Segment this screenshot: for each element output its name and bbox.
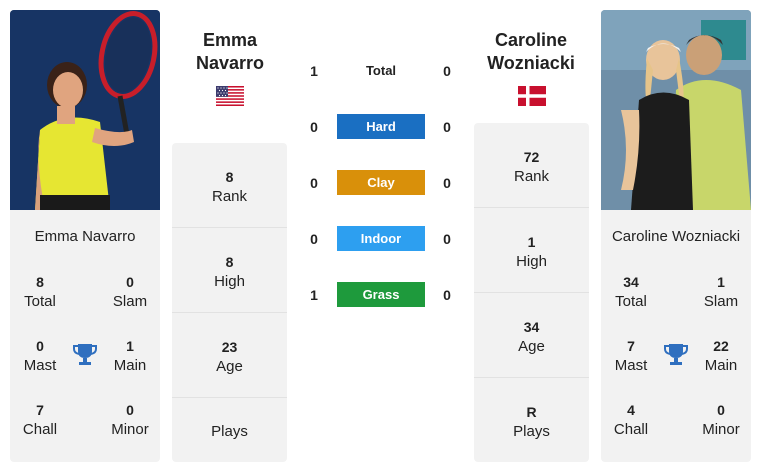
player2-card: Caroline Wozniacki 34 Total 1 Slam 7 Mas… xyxy=(601,10,751,462)
player2-minor-stat: 0 Minor xyxy=(691,400,751,440)
player2-rank-cell: 72 Rank xyxy=(474,123,589,208)
h2h-total-p1: 1 xyxy=(310,63,318,79)
player1-card: Emma Navarro 8 Total 0 Slam 0 Mast 1 Mai… xyxy=(10,10,160,462)
player2-rank-value: 72 xyxy=(523,149,540,165)
player1-chall-label: Chall xyxy=(22,421,58,438)
player2-plays-label: Plays xyxy=(513,423,550,440)
player2-card-name: Caroline Wozniacki xyxy=(611,228,741,245)
us-flag-icon xyxy=(216,86,244,106)
player1-mast-stat: 0 Mast xyxy=(10,336,70,376)
player2-minor-label: Minor xyxy=(702,421,740,438)
h2h-clay-row: 0 Clay 0 xyxy=(300,169,460,197)
player1-total-label: Total xyxy=(24,293,56,310)
player2-mast-label: Mast xyxy=(614,357,648,374)
player1-first-name: Emma xyxy=(202,30,258,50)
player2-total-value: 34 xyxy=(623,274,639,290)
player1-details-column: 8 Rank 8 High 23 Age Plays xyxy=(172,143,287,462)
player1-high-value: 8 xyxy=(225,254,234,270)
player1-total-value: 8 xyxy=(36,274,44,290)
player2-age-value: 34 xyxy=(523,319,540,335)
player2-mast-value: 7 xyxy=(627,338,635,354)
player2-high-cell: 1 High xyxy=(474,208,589,293)
trophy-icon xyxy=(72,341,98,367)
h2h-hard-p1: 0 xyxy=(310,119,318,135)
player1-total-stat: 8 Total xyxy=(10,272,70,312)
trophy-icon xyxy=(663,341,689,367)
surface-hard-badge[interactable]: Hard xyxy=(337,114,425,139)
player2-main-value: 22 xyxy=(713,338,729,354)
player2-high-value: 1 xyxy=(527,234,536,250)
player2-photo xyxy=(601,10,751,210)
player2-total-stat: 34 Total xyxy=(601,272,661,312)
player1-age-cell: 23 Age xyxy=(172,313,287,398)
player1-minor-value: 0 xyxy=(126,402,134,418)
player1-rank-cell: 8 Rank xyxy=(172,143,287,228)
player2-slam-value: 1 xyxy=(717,274,725,290)
player1-main-value: 1 xyxy=(126,338,134,354)
h2h-grass-row: 1 Grass 0 xyxy=(300,281,460,309)
player1-plays-label: Plays xyxy=(211,423,248,440)
player1-rank-label: Rank xyxy=(211,188,248,205)
player1-last-name: Navarro xyxy=(195,53,265,73)
player2-first-name: Caroline xyxy=(494,30,568,50)
player2-chall-value: 4 xyxy=(627,402,635,418)
player1-minor-label: Minor xyxy=(111,421,149,438)
player1-plays-cell: Plays xyxy=(172,398,287,462)
h2h-indoor-row: 0 Indoor 0 xyxy=(300,225,460,253)
player1-slam-stat: 0 Slam xyxy=(100,272,160,312)
player1-card-name: Emma Navarro xyxy=(34,228,136,245)
player2-high-label: High xyxy=(516,253,547,270)
player1-mast-value: 0 xyxy=(36,338,44,354)
player1-age-value: 23 xyxy=(221,339,238,355)
player1-minor-stat: 0 Minor xyxy=(100,400,160,440)
player2-header-name[interactable]: Caroline Wozniacki xyxy=(471,29,591,75)
h2h-clay-p1: 0 xyxy=(310,175,318,191)
h2h-clay-p2: 0 xyxy=(443,175,451,191)
player2-details-column: 72 Rank 1 High 34 Age R Plays xyxy=(474,123,589,462)
player1-chall-stat: 7 Chall xyxy=(10,400,70,440)
h2h-total-label: Total xyxy=(365,63,397,78)
player2-plays-cell: R Plays xyxy=(474,378,589,462)
player1-slam-value: 0 xyxy=(126,274,134,290)
h2h-hard-row: 0 Hard 0 xyxy=(300,113,460,141)
player2-slam-label: Slam xyxy=(703,293,739,310)
player2-chall-label: Chall xyxy=(613,421,649,438)
player1-age-label: Age xyxy=(216,358,243,375)
player1-mast-label: Mast xyxy=(23,357,57,374)
player1-high-cell: 8 High xyxy=(172,228,287,313)
player2-age-label: Age xyxy=(518,338,545,355)
player1-rank-value: 8 xyxy=(225,169,234,185)
h2h-indoor-p1: 0 xyxy=(310,231,318,247)
h2h-indoor-p2: 0 xyxy=(443,231,451,247)
player2-main-label: Main xyxy=(704,357,738,374)
surface-grass-badge[interactable]: Grass xyxy=(337,282,425,307)
player2-plays-value: R xyxy=(526,404,537,420)
h2h-grass-p2: 0 xyxy=(443,287,451,303)
player2-rank-label: Rank xyxy=(513,168,550,185)
player1-chall-value: 7 xyxy=(36,402,44,418)
player2-minor-value: 0 xyxy=(717,402,725,418)
player2-total-label: Total xyxy=(615,293,647,310)
player2-chall-stat: 4 Chall xyxy=(601,400,661,440)
player1-header-name[interactable]: Emma Navarro xyxy=(170,29,290,75)
h2h-hard-p2: 0 xyxy=(443,119,451,135)
player2-slam-stat: 1 Slam xyxy=(691,272,751,312)
player1-high-label: High xyxy=(214,273,245,290)
surface-indoor-badge[interactable]: Indoor xyxy=(337,226,425,251)
denmark-flag-icon xyxy=(518,86,546,106)
player1-main-label: Main xyxy=(113,357,147,374)
player2-last-name: Wozniacki xyxy=(487,53,575,73)
player2-age-cell: 34 Age xyxy=(474,293,589,378)
player1-photo xyxy=(10,10,160,210)
player1-main-stat: 1 Main xyxy=(100,336,160,376)
h2h-grass-p1: 1 xyxy=(310,287,318,303)
h2h-total-row: 1 Total 0 xyxy=(300,57,460,85)
h2h-total-p2: 0 xyxy=(443,63,451,79)
player1-slam-label: Slam xyxy=(112,293,148,310)
player2-main-stat: 22 Main xyxy=(691,336,751,376)
player2-mast-stat: 7 Mast xyxy=(601,336,661,376)
surface-clay-badge[interactable]: Clay xyxy=(337,170,425,195)
